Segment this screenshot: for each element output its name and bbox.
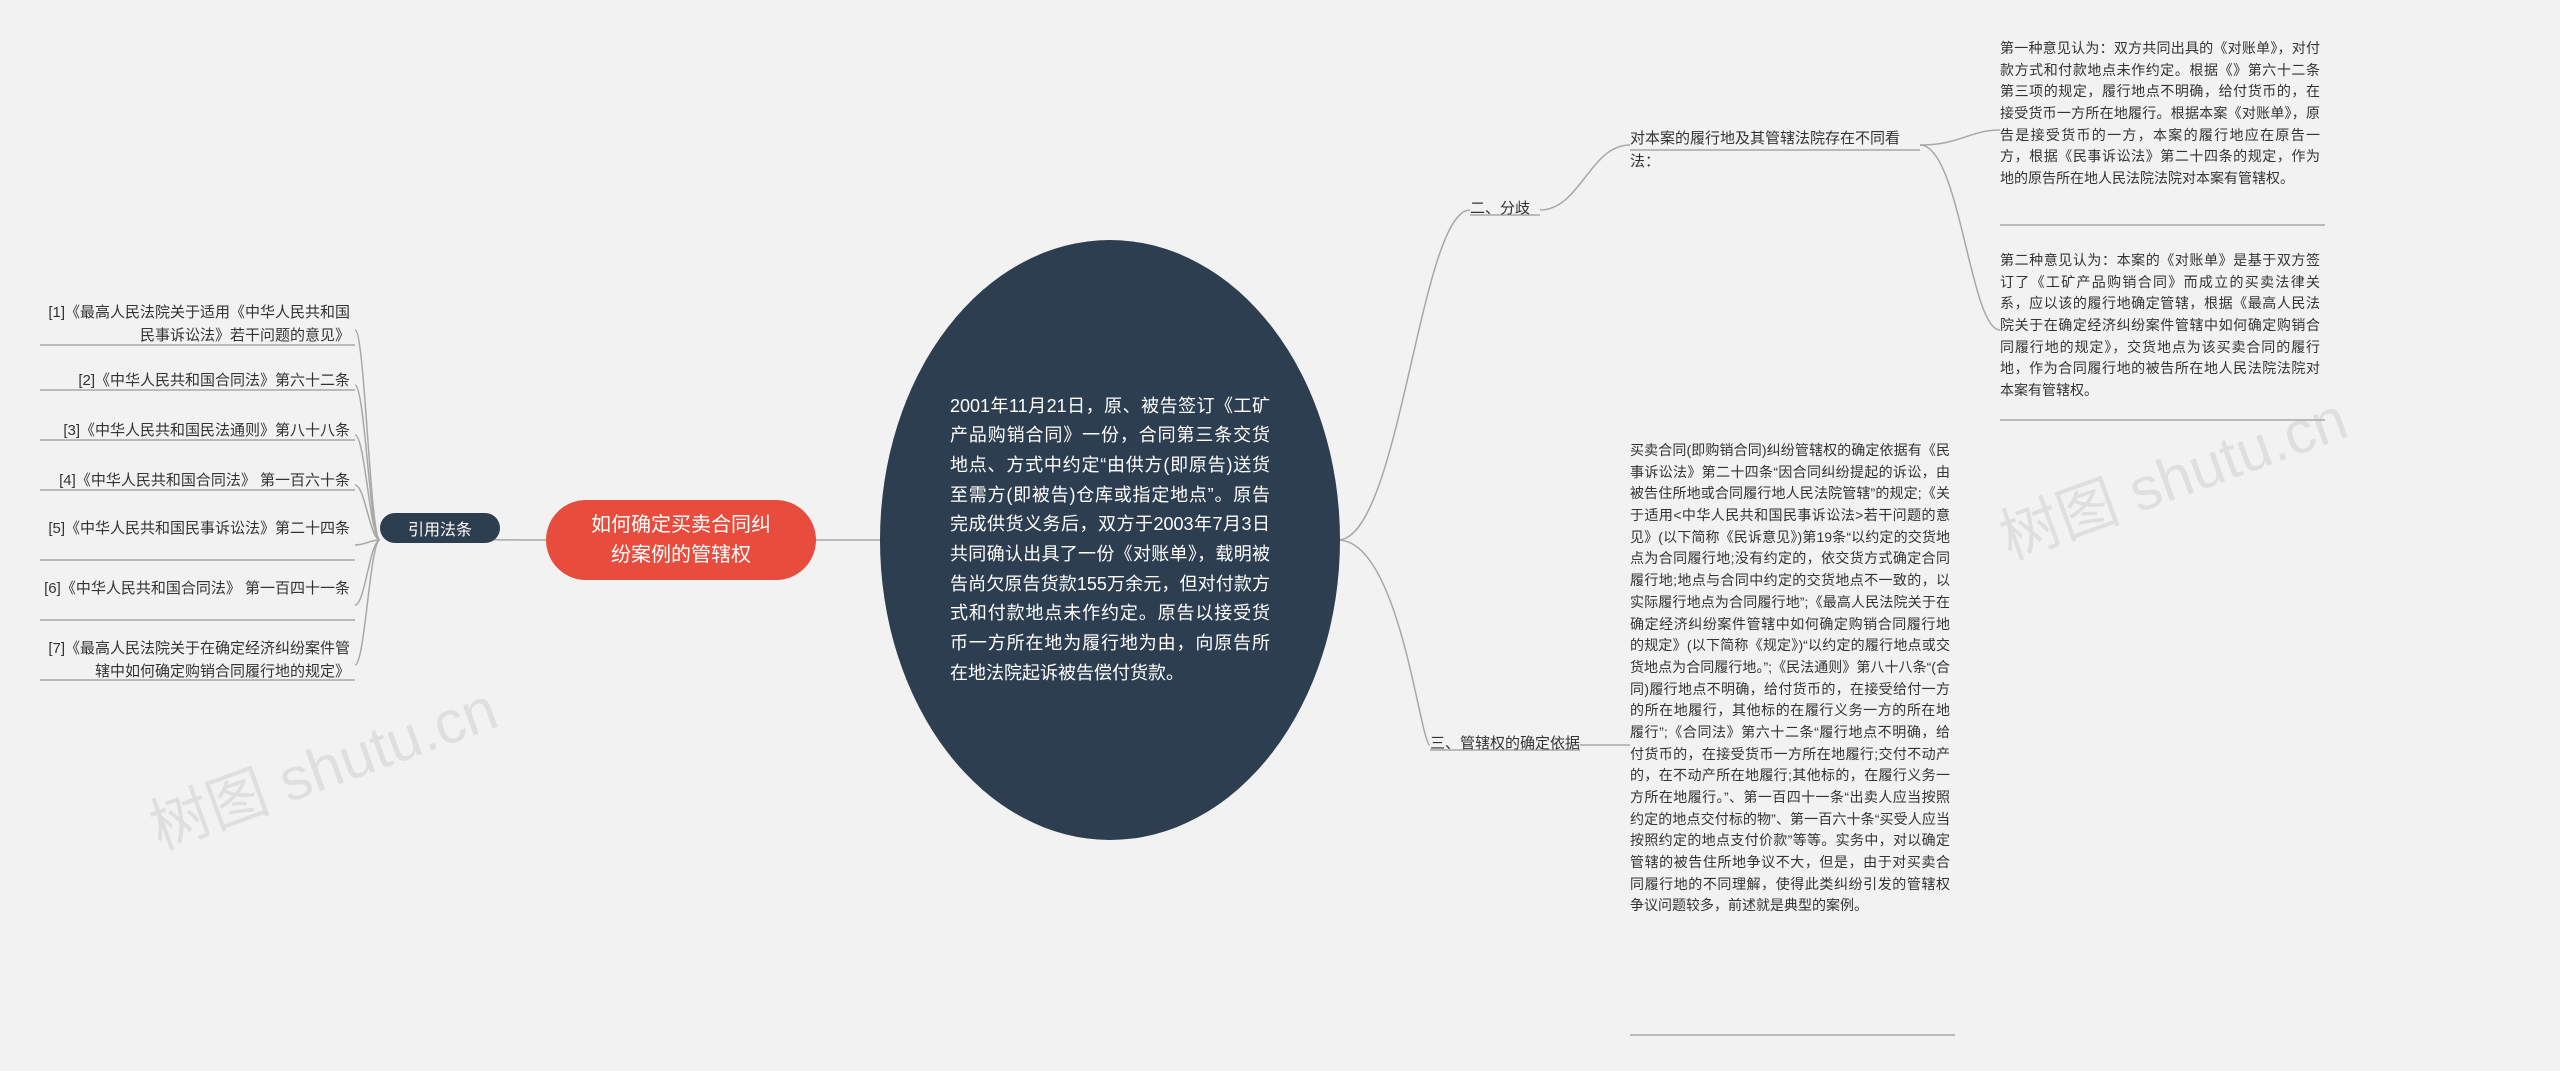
branch-jurisdiction-basis[interactable]: 三、管辖权的确定依据 <box>1430 733 1580 756</box>
mindmap-stage: 树图 shutu.cn 树图 shutu.cn 如何确定买卖合同纠纷案例的管辖权… <box>0 0 2560 1071</box>
opinion-2[interactable]: 第二种意见认为：本案的《对账单》是基于双方签订了《工矿产品购销合同》而成立的买卖… <box>2000 250 2320 402</box>
law-item[interactable]: [2]《中华人民共和国合同法》第六十二条 <box>40 370 350 393</box>
branch-divergence[interactable]: 二、分歧 <box>1470 198 1540 221</box>
law-citation-badge[interactable]: 引用法条 <box>380 513 500 543</box>
divergence-leaf[interactable]: 对本案的履行地及其管辖法院存在不同看法： <box>1630 128 1920 173</box>
jurisdiction-basis-text[interactable]: 买卖合同(即购销合同)纠纷管辖权的确定依据有《民事诉讼法》第二十四条“因合同纠纷… <box>1630 440 1950 917</box>
root-node[interactable]: 如何确定买卖合同纠纷案例的管辖权 <box>546 500 816 580</box>
opinion-1[interactable]: 第一种意见认为：双方共同出具的《对账单》，对付款方式和付款地点未作约定。根据《》… <box>2000 38 2320 190</box>
case-description-node[interactable]: 2001年11月21日，原、被告签订《工矿产品购销合同》一份，合同第三条交货地点… <box>880 240 1340 840</box>
law-item[interactable]: [4]《中华人民共和国合同法》 第一百六十条 <box>40 470 350 493</box>
watermark: 树图 shutu.cn <box>136 660 507 866</box>
law-item[interactable]: [5]《中华人民共和国民事诉讼法》第二十四条 <box>40 518 350 541</box>
law-item[interactable]: [7]《最高人民法院关于在确定经济纠纷案件管辖中如何确定购销合同履行地的规定》 <box>40 638 350 683</box>
law-item[interactable]: [3]《中华人民共和国民法通则》第八十八条 <box>40 420 350 443</box>
law-item[interactable]: [1]《最高人民法院关于适用《中华人民共和国民事诉讼法》若干问题的意见》 <box>40 302 350 347</box>
law-item[interactable]: [6]《中华人民共和国合同法》 第一百四十一条 <box>40 578 350 601</box>
